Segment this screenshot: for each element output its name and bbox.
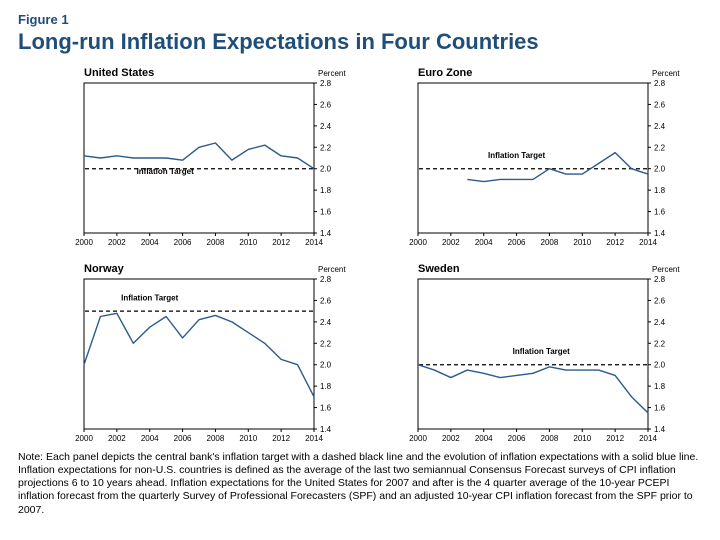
y-tick-label: 1.6 [654,208,666,217]
y-tick-label: 2.2 [320,339,332,348]
y-tick-label: 2.0 [320,165,332,174]
x-tick-label: 2008 [207,434,225,443]
x-tick-label: 2006 [174,434,192,443]
y-tick-label: 1.4 [654,229,666,238]
panel-title: Norway [84,263,125,275]
x-tick-label: 2006 [508,238,526,247]
x-tick-label: 2012 [606,434,624,443]
y-tick-label: 2.4 [654,122,666,131]
y-tick-label: 2.8 [654,79,666,88]
y-tick-label: 2.4 [654,318,666,327]
x-tick-label: 2014 [305,434,323,443]
x-tick-label: 2006 [174,238,192,247]
x-tick-label: 2014 [639,434,657,443]
y-tick-label: 2.6 [320,296,332,305]
x-tick-label: 2010 [239,434,257,443]
inflation-target-label: Inflation Target [513,347,571,356]
y-axis-label: Percent [318,265,346,274]
y-tick-label: 2.0 [654,165,666,174]
x-tick-label: 2004 [141,434,159,443]
chart-panel-3: Sweden Percent 1.4 1.6 1.8 2.0 2.2 2.4 2.6 2.8 200… [376,257,686,447]
chart-panel-1: Euro Zone Percent 1.4 1.6 1.8 2.0 2.2 2.4 2.6 2.8… [376,61,686,251]
y-tick-label: 2.6 [320,100,332,109]
x-tick-label: 2004 [475,434,493,443]
y-tick-label: 1.4 [320,425,332,434]
expectations-series [84,313,314,397]
y-tick-label: 2.2 [320,143,332,152]
x-tick-label: 2008 [207,238,225,247]
x-tick-label: 2008 [541,238,559,247]
figure-note: Note: Each panel depicts the central ban… [18,451,702,517]
x-tick-label: 2002 [108,434,126,443]
x-tick-label: 2000 [75,434,93,443]
chart-panel-0: United States Percent 1.4 1.6 1.8 2.0 2.2 2.4 2.… [42,61,352,251]
y-tick-label: 1.8 [654,186,666,195]
y-axis-label: Percent [318,69,346,78]
x-tick-label: 2010 [239,238,257,247]
panel-title: Sweden [418,263,460,275]
x-tick-label: 2014 [305,238,323,247]
y-tick-label: 2.4 [320,318,332,327]
y-tick-label: 1.8 [320,382,332,391]
figure-container: Figure 1 Long-run Inflation Expectations… [0,0,720,525]
panel-title: United States [84,67,154,79]
x-tick-label: 2002 [442,434,460,443]
x-tick-label: 2000 [409,434,427,443]
y-tick-label: 1.6 [320,404,332,413]
y-axis-label: Percent [652,69,680,78]
y-tick-label: 1.6 [654,404,666,413]
panel-sweden: Sweden Percent 1.4 1.6 1.8 2.0 2.2 2.4 2.6 2.8 200… [376,257,702,447]
x-tick-label: 2010 [573,238,591,247]
y-tick-label: 2.8 [320,79,332,88]
panel-norway: Norway Percent 1.4 1.6 1.8 2.0 2.2 2.4 2.6 2.8 200… [42,257,368,447]
panel-euro-zone: Euro Zone Percent 1.4 1.6 1.8 2.0 2.2 2.4 2.6 2.8… [376,61,702,251]
y-axis-label: Percent [652,265,680,274]
x-tick-label: 2002 [442,238,460,247]
figure-title: Long-run Inflation Expectations in Four … [18,29,702,55]
y-tick-label: 2.0 [320,361,332,370]
y-tick-label: 2.4 [320,122,332,131]
x-tick-label: 2012 [272,434,290,443]
inflation-target-label: Inflation Target [137,167,195,176]
x-tick-label: 2008 [541,434,559,443]
x-tick-label: 2004 [141,238,159,247]
x-tick-label: 2000 [409,238,427,247]
expectations-series [418,365,648,413]
y-tick-label: 2.2 [654,339,666,348]
x-tick-label: 2014 [639,238,657,247]
y-tick-label: 1.6 [320,208,332,217]
y-tick-label: 1.8 [320,186,332,195]
y-tick-label: 2.6 [654,296,666,305]
y-tick-label: 2.6 [654,100,666,109]
chart-panel-2: Norway Percent 1.4 1.6 1.8 2.0 2.2 2.4 2.6 2.8 200… [42,257,352,447]
x-tick-label: 2012 [606,238,624,247]
y-tick-label: 1.4 [320,229,332,238]
x-tick-label: 2012 [272,238,290,247]
inflation-target-label: Inflation Target [488,151,546,160]
x-tick-label: 2006 [508,434,526,443]
y-tick-label: 2.0 [654,361,666,370]
y-tick-label: 2.2 [654,143,666,152]
figure-label: Figure 1 [18,12,702,27]
x-tick-label: 2004 [475,238,493,247]
panel-title: Euro Zone [418,67,472,79]
chart-grid: United States Percent 1.4 1.6 1.8 2.0 2.2 2.4 2.… [42,61,702,447]
inflation-target-label: Inflation Target [121,293,179,302]
y-tick-label: 2.8 [654,275,666,284]
expectations-series [84,143,314,169]
y-tick-label: 2.8 [320,275,332,284]
y-tick-label: 1.8 [654,382,666,391]
x-tick-label: 2002 [108,238,126,247]
panel-united-states: United States Percent 1.4 1.6 1.8 2.0 2.2 2.4 2.… [42,61,368,251]
x-tick-label: 2010 [573,434,591,443]
x-tick-label: 2000 [75,238,93,247]
y-tick-label: 1.4 [654,425,666,434]
